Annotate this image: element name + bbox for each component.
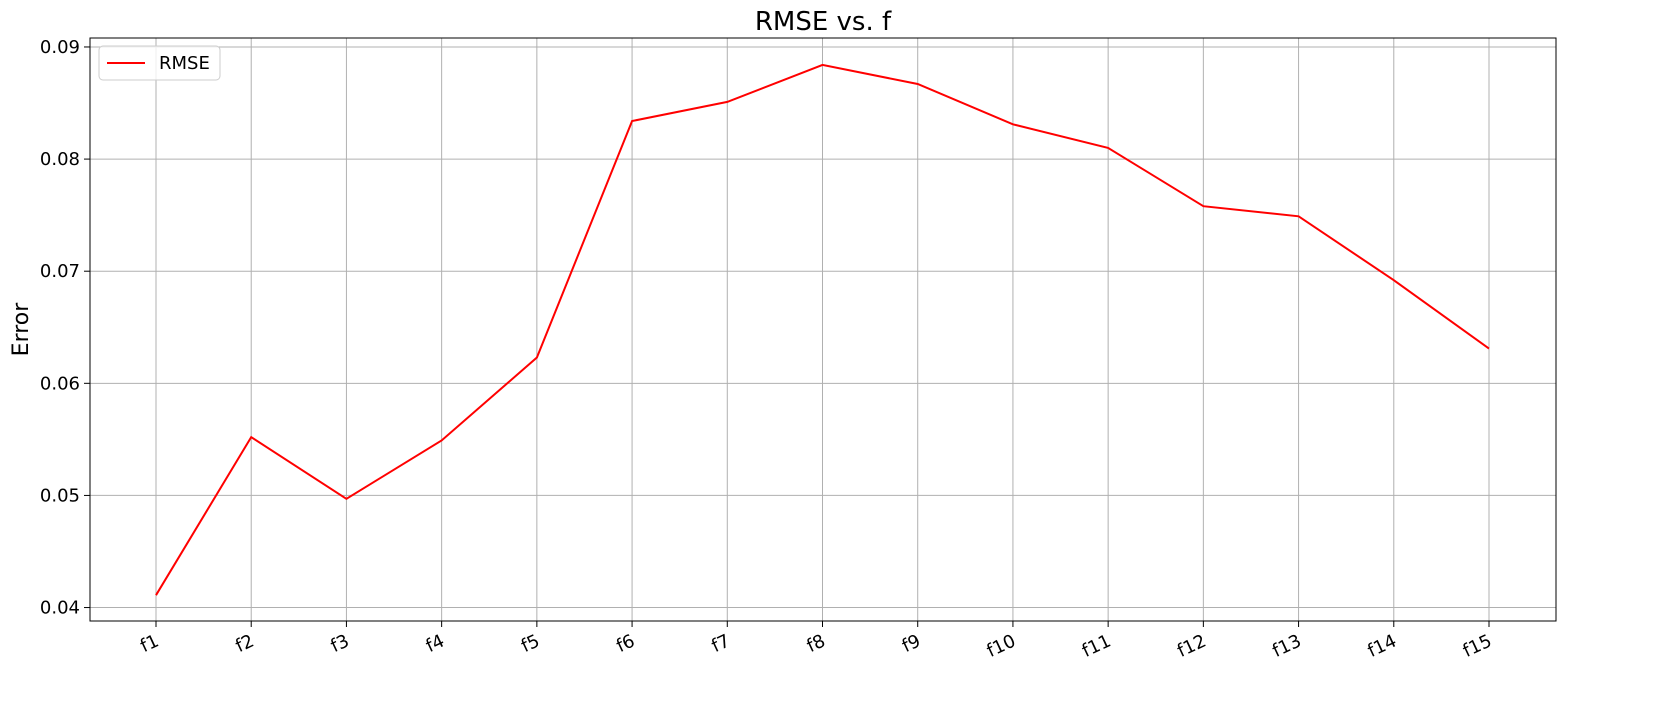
y-tick-label: 0.06: [40, 373, 80, 394]
legend-label: RMSE: [159, 53, 210, 74]
chart-title: RMSE vs. f: [755, 7, 892, 37]
legend: RMSE: [98, 45, 221, 81]
y-tick-label: 0.05: [40, 485, 80, 506]
legend-box: [98, 45, 221, 81]
y-tick-label: 0.07: [40, 261, 80, 282]
series-layer: [155, 63, 1490, 596]
grid: [90, 38, 1556, 621]
y-tick-label: 0.08: [40, 149, 80, 170]
y-tick-label: 0.04: [40, 598, 80, 619]
y-tick-label: 0.09: [40, 37, 80, 58]
y-axis-label: Error: [9, 302, 34, 357]
series-line-rmse: [155, 63, 1490, 596]
